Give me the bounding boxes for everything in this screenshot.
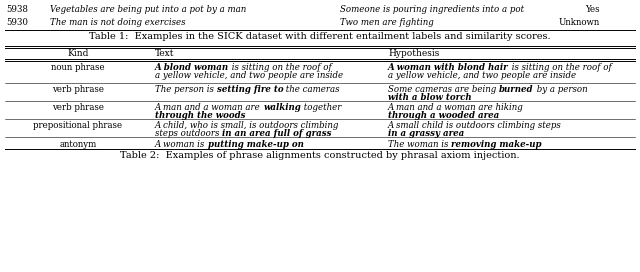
- Text: verb phrase: verb phrase: [52, 85, 104, 94]
- Text: antonym: antonym: [60, 140, 97, 149]
- Text: A child, who is small, is outdoors climbing: A child, who is small, is outdoors climb…: [155, 121, 339, 130]
- Text: Two men are fighting: Two men are fighting: [340, 18, 434, 27]
- Text: 5938: 5938: [6, 5, 28, 14]
- Text: Yes: Yes: [586, 5, 600, 14]
- Text: The person is: The person is: [155, 85, 216, 94]
- Text: Kind: Kind: [67, 49, 89, 58]
- Text: with a blow torch: with a blow torch: [388, 92, 472, 101]
- Text: Someone is pouring ingredients into a pot: Someone is pouring ingredients into a po…: [340, 5, 524, 14]
- Text: Unknown: Unknown: [559, 18, 600, 27]
- Text: setting fire to: setting fire to: [216, 85, 284, 94]
- Text: the cameras: the cameras: [284, 85, 340, 94]
- Text: Hypothesis: Hypothesis: [388, 49, 440, 58]
- Text: The man is not doing exercises: The man is not doing exercises: [50, 18, 186, 27]
- Text: A small child is outdoors climbing steps: A small child is outdoors climbing steps: [388, 121, 562, 130]
- Text: A man and a woman are hiking: A man and a woman are hiking: [388, 103, 524, 112]
- Text: Table 2:  Examples of phrase alignments constructed by phrasal axiom injection.: Table 2: Examples of phrase alignments c…: [120, 151, 520, 160]
- Text: burned: burned: [499, 85, 534, 94]
- Text: verb phrase: verb phrase: [52, 103, 104, 112]
- Text: A woman with blond hair: A woman with blond hair: [388, 63, 509, 72]
- Text: walking: walking: [264, 103, 301, 112]
- Text: together: together: [301, 103, 342, 112]
- Text: a yellow vehicle, and two people are inside: a yellow vehicle, and two people are ins…: [155, 70, 343, 79]
- Text: steps outdoors: steps outdoors: [155, 128, 222, 138]
- Text: removing make-up: removing make-up: [451, 140, 541, 149]
- Text: by a person: by a person: [534, 85, 587, 94]
- Text: prepositional phrase: prepositional phrase: [33, 121, 123, 130]
- Text: Some cameras are being: Some cameras are being: [388, 85, 499, 94]
- Text: in an area full of grass: in an area full of grass: [222, 128, 332, 138]
- Text: A man and a woman are: A man and a woman are: [155, 103, 264, 112]
- Text: Vegetables are being put into a pot by a man: Vegetables are being put into a pot by a…: [50, 5, 246, 14]
- Text: noun phrase: noun phrase: [51, 63, 105, 72]
- Text: putting make-up on: putting make-up on: [208, 140, 304, 149]
- Text: A blond woman: A blond woman: [155, 63, 229, 72]
- Text: The woman is: The woman is: [388, 140, 451, 149]
- Text: a yellow vehicle, and two people are inside: a yellow vehicle, and two people are ins…: [388, 70, 576, 79]
- Text: 5930: 5930: [6, 18, 28, 27]
- Text: is sitting on the roof of: is sitting on the roof of: [509, 63, 611, 72]
- Text: is sitting on the roof of: is sitting on the roof of: [229, 63, 332, 72]
- Text: in a grassy area: in a grassy area: [388, 128, 464, 138]
- Text: through the woods: through the woods: [155, 110, 246, 119]
- Text: Text: Text: [155, 49, 175, 58]
- Text: through a wooded area: through a wooded area: [388, 110, 499, 119]
- Text: Table 1:  Examples in the SICK dataset with different entailment labels and simi: Table 1: Examples in the SICK dataset wi…: [89, 32, 551, 41]
- Text: A woman is: A woman is: [155, 140, 208, 149]
